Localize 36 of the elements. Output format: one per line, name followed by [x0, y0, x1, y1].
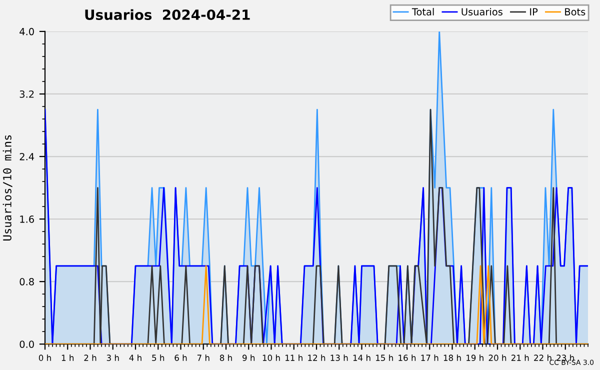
x-tick-label: 13 h	[330, 354, 348, 361]
x-tick-label: 9 h	[242, 354, 255, 361]
x-tick-label: 6 h	[174, 354, 187, 361]
x-tick-label: 17 h	[421, 354, 438, 361]
x-tick-label: 0 h	[38, 354, 51, 361]
x-tick-label: 1 h	[62, 354, 74, 361]
x-tick-label: 10 h	[262, 354, 280, 361]
x-tick-label: 12 h	[308, 354, 326, 361]
legend-label: Total	[412, 8, 434, 16]
x-tick-label: 8 h	[220, 354, 232, 361]
x-tick-label: 16 h	[398, 354, 416, 361]
y-tick-label: 4.0	[20, 28, 34, 36]
y-tick-label: 0.8	[20, 278, 34, 286]
x-tick-label: 21 h	[511, 354, 529, 361]
x-tick-label: 19 h	[466, 354, 484, 361]
legend-label: Usuarios	[462, 8, 502, 16]
x-tick-label: 23 h	[556, 354, 574, 361]
legend-label: Bots	[565, 8, 586, 16]
y-tick-label: 3.2	[20, 90, 34, 98]
x-tick-label: 5 h	[152, 354, 164, 361]
x-tick-label: 4 h	[129, 354, 142, 361]
x-tick-label: 2 h	[84, 354, 96, 361]
chart-title: Usuarios 2024-04-21	[85, 9, 250, 20]
x-tick-label: 3 h	[106, 354, 119, 361]
y-tick-label: 1.6	[20, 216, 34, 223]
y-axis-title: Usuarios/10 mins	[2, 135, 12, 240]
y-tick-label: 2.4	[20, 152, 34, 160]
x-tick-label: 18 h	[444, 354, 461, 361]
x-tick-label: 11 h	[286, 354, 302, 361]
x-tick-label: 14 h	[353, 354, 370, 361]
legend-label: IP	[530, 8, 538, 16]
x-tick-label: 7 h	[197, 354, 210, 361]
x-tick-label: 22 h	[534, 354, 552, 361]
y-tick-label: 0.0	[20, 340, 34, 348]
x-tick-label: 15 h	[376, 354, 393, 361]
x-tick-label: 20 h	[488, 354, 506, 361]
